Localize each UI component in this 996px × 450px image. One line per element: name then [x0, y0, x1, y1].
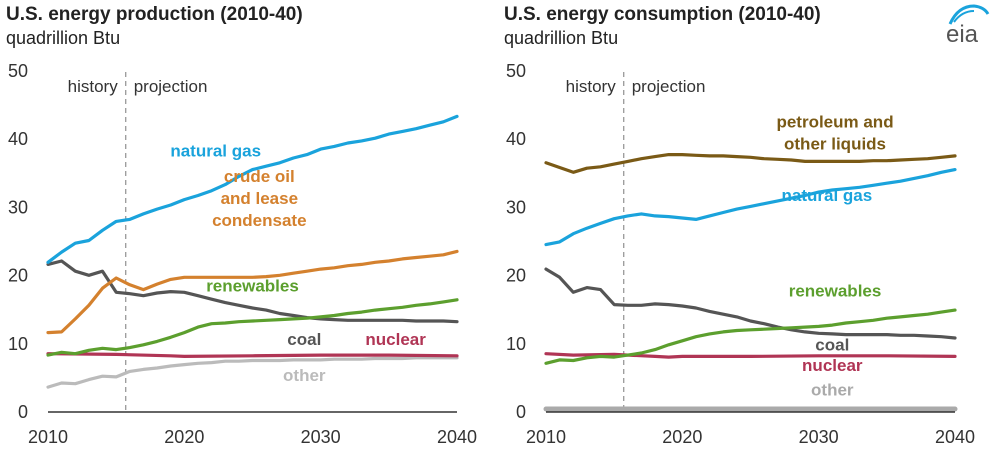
y-tick-label: 20: [506, 266, 526, 286]
series-line: [46, 114, 459, 264]
series-line: [544, 308, 957, 365]
consumption-chart: U.S. energy consumption (2010-40) quadri…: [498, 0, 996, 450]
series-label-line: other: [811, 380, 854, 399]
series-line: [544, 168, 957, 247]
logo-text: eia: [946, 21, 979, 48]
series-label-line: and lease: [221, 189, 299, 208]
series-line: [46, 259, 459, 324]
series-label: other: [811, 380, 854, 399]
series-label: petroleum and other liquids: [776, 112, 893, 153]
production-chart: U.S. energy production (2010-40) quadril…: [6, 4, 477, 447]
y-tick-label: 40: [506, 129, 526, 149]
series-label-line: natural gas: [170, 142, 261, 161]
y-tick-label: 40: [8, 129, 28, 149]
projection-label: projection: [632, 77, 706, 96]
series-label-line: other liquids: [784, 134, 886, 153]
y-tick-label: 0: [18, 402, 28, 422]
series-label-line: natural gas: [781, 186, 872, 205]
series-label: crude oil and lease condensate: [212, 167, 306, 230]
series-label: other: [283, 366, 326, 385]
series-label: coal: [287, 330, 321, 349]
series-line: [544, 267, 957, 340]
history-label: history: [566, 77, 617, 96]
series-label-line: nuclear: [365, 330, 426, 349]
series-label-line: petroleum and: [776, 112, 893, 131]
series-label-line: renewables: [206, 277, 299, 296]
series-label-line: renewables: [789, 281, 882, 300]
y-tick-label: 30: [8, 197, 28, 217]
y-tick-label: 50: [8, 61, 28, 81]
series-label-line: other: [283, 366, 326, 385]
series-label: natural gas: [781, 186, 872, 205]
x-tick-label: 2010: [526, 427, 566, 447]
x-tick-label: 2020: [164, 427, 204, 447]
series-label-line: coal: [815, 335, 849, 354]
y-tick-label: 10: [8, 334, 28, 354]
chart-subtitle: quadrillion Btu: [504, 28, 619, 48]
series-line: [46, 356, 459, 389]
chart-subtitle: quadrillion Btu: [6, 28, 121, 48]
y-tick-label: 50: [506, 61, 526, 81]
x-tick-label: 2010: [28, 427, 68, 447]
series-line: [46, 249, 459, 335]
history-label: history: [68, 77, 119, 96]
series-label: nuclear: [365, 330, 426, 349]
x-tick-label: 2020: [662, 427, 702, 447]
chart-title: U.S. energy production (2010-40): [6, 4, 303, 25]
y-tick-label: 10: [506, 334, 526, 354]
series-label: coal: [815, 335, 849, 354]
eia-logo-icon: eia: [940, 2, 992, 48]
series-line: [46, 352, 459, 358]
x-tick-label: 2040: [935, 427, 975, 447]
y-tick-label: 30: [506, 197, 526, 217]
projection-label: projection: [134, 77, 208, 96]
series-line: [544, 153, 957, 174]
series-label-line: nuclear: [802, 356, 863, 375]
series-label: renewables: [206, 277, 299, 296]
x-tick-label: 2040: [437, 427, 477, 447]
series-label: nuclear: [802, 356, 863, 375]
series-line: [46, 298, 459, 357]
series-label-line: coal: [287, 330, 321, 349]
series-line: [544, 352, 957, 359]
series-label: renewables: [789, 281, 882, 300]
x-tick-label: 2030: [301, 427, 341, 447]
x-tick-label: 2030: [799, 427, 839, 447]
chart-title: U.S. energy consumption (2010-40): [504, 4, 821, 25]
series-label: natural gas: [170, 142, 261, 161]
series-label-line: condensate: [212, 211, 306, 230]
y-tick-label: 0: [516, 402, 526, 422]
y-tick-label: 20: [8, 266, 28, 286]
series-label-line: crude oil: [224, 167, 295, 186]
